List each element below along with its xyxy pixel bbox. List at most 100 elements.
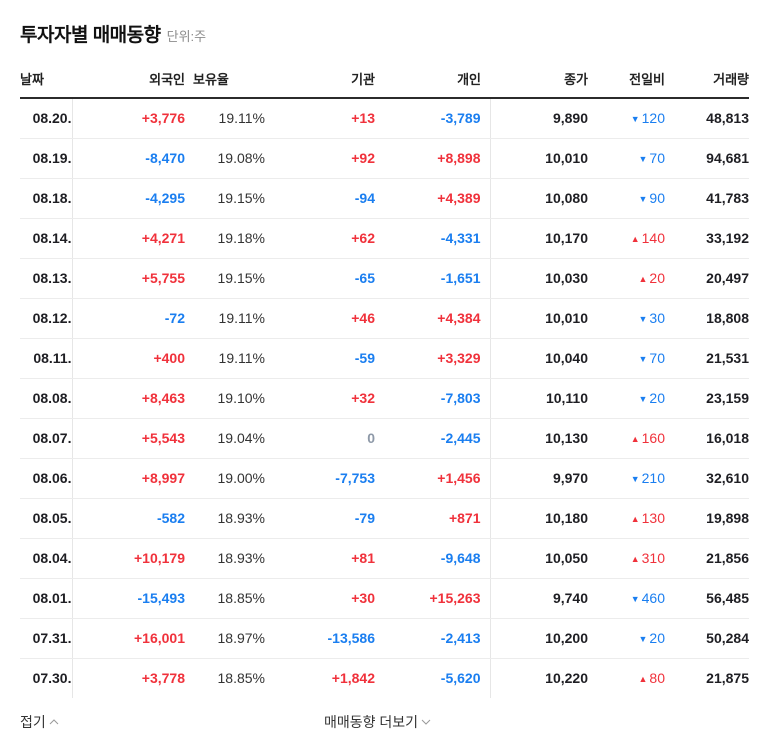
change-value: 310 (641, 550, 665, 566)
cell-volume: 50,284 (665, 618, 749, 659)
cell-volume: 20,497 (665, 258, 749, 299)
cell-close: 10,040 (490, 338, 588, 379)
cell-institution: -59 (265, 338, 375, 379)
chevron-up-icon (49, 719, 59, 725)
cell-volume: 33,192 (665, 218, 749, 259)
cell-change: ▼ 90 (588, 178, 665, 219)
cell-individual: +15,263 (375, 578, 491, 619)
cell-holding: 19.04% (185, 418, 265, 459)
triangle-up-icon: ▲ (630, 234, 640, 244)
table-row: 07.30. +3,778 18.85% +1,842 -5,620 10,220 ▲ 80 2… (20, 658, 749, 698)
change-value: 70 (649, 350, 665, 366)
cell-individual: -9,648 (375, 538, 491, 579)
column-header-close: 종가 (490, 60, 588, 99)
section-header: 투자자별 매매동향 단위:주 (20, 20, 206, 47)
triangle-up-icon: ▲ (638, 674, 648, 685)
table-row: 08.05. -582 18.93% -79 +871 10,180 ▲ 130 19,898 (20, 498, 749, 539)
triangle-up-icon: ▲ (638, 274, 648, 284)
cell-volume: 19,898 (665, 498, 749, 539)
cell-holding: 19.11% (185, 98, 265, 139)
cell-volume: 23,159 (665, 378, 749, 419)
cell-holding: 18.93% (185, 538, 265, 579)
cell-institution: +32 (265, 378, 375, 419)
cell-date: 08.11. (20, 338, 73, 379)
cell-foreign: -72 (72, 298, 185, 339)
cell-volume: 41,783 (665, 178, 749, 219)
change-value: 460 (641, 590, 665, 606)
cell-individual: -7,803 (375, 378, 491, 419)
cell-holding: 19.11% (185, 298, 265, 339)
cell-close: 10,050 (490, 538, 588, 579)
cell-close: 10,170 (490, 218, 588, 259)
cell-holding: 18.85% (217, 670, 265, 687)
triangle-down-icon: ▼ (630, 594, 640, 604)
cell-date: 08.18. (20, 178, 73, 219)
cell-institution: +13 (265, 98, 375, 139)
cell-foreign: +4,271 (72, 218, 185, 259)
triangle-up-icon: ▲ (630, 434, 640, 444)
cell-volume: 21,531 (665, 338, 749, 379)
cell-close: 10,010 (490, 298, 588, 339)
change-value: 70 (649, 150, 665, 166)
cell-close: 10,110 (490, 378, 588, 419)
triangle-down-icon: ▼ (638, 314, 648, 324)
column-header-holding: 보유율 (185, 60, 265, 99)
cell-change: ▲ 310 (588, 538, 665, 579)
cell-foreign: +8,463 (72, 378, 185, 419)
table-row: 08.06. +8,997 19.00% -7,753 +1,456 9,970 ▼ 210 3… (20, 458, 749, 499)
cell-foreign: +3,778 (141, 670, 185, 687)
cell-change: ▲ 140 (588, 218, 665, 259)
change-value: 80 (649, 670, 665, 687)
cell-holding: 19.00% (185, 458, 265, 499)
cell-institution: -13,586 (265, 618, 375, 659)
table-body: 08.20. +3,776 19.11% +13 -3,789 9,890 ▼ 120 48,8… (20, 98, 749, 698)
cell-holding: 18.85% (185, 578, 265, 619)
cell-individual: +1,456 (375, 458, 491, 499)
change-value: 20 (649, 630, 665, 646)
cell-holding: 19.08% (185, 138, 265, 179)
cell-date: 07.31. (20, 618, 73, 659)
cell-date: 07.30. (20, 658, 73, 698)
cell-volume: 56,485 (665, 578, 749, 619)
triangle-down-icon: ▼ (630, 474, 640, 484)
table-row: 08.14. +4,271 19.18% +62 -4,331 10,170 ▲ 140 33,… (20, 218, 749, 259)
cell-foreign: +10,179 (72, 538, 185, 579)
change-value: 20 (649, 390, 665, 406)
triangle-down-icon: ▼ (638, 354, 648, 364)
cell-holding: 19.15% (185, 258, 265, 299)
cell-date: 08.08. (20, 378, 73, 419)
cell-change: ▼ 20 (588, 618, 665, 659)
table-row: 08.19. -8,470 19.08% +92 +8,898 10,010 ▼ 70 94,6… (20, 138, 749, 179)
cell-foreign: +400 (72, 338, 185, 379)
cell-date: 08.12. (20, 298, 73, 339)
column-header-foreign: 외국인 (72, 60, 185, 99)
cell-institution: 0 (265, 418, 375, 459)
cell-foreign: +5,543 (72, 418, 185, 459)
cell-close: 10,200 (490, 618, 588, 659)
cell-volume: 16,018 (665, 418, 749, 459)
cell-foreign: +5,755 (72, 258, 185, 299)
cell-volume: 94,681 (665, 138, 749, 179)
fold-button[interactable]: 접기 (20, 712, 59, 732)
table-row: 08.11. +400 19.11% -59 +3,329 10,040 ▼ 70 21,531 (20, 338, 749, 379)
table-header-row: 날짜 외국인 보유율 기관 개인 종가 전일비 거래량 (20, 60, 749, 99)
cell-date: 08.14. (20, 218, 73, 259)
cell-individual: -3,789 (375, 98, 491, 139)
more-trading-label: 매매동향 더보기 (324, 714, 419, 730)
cell-volume: 21,856 (665, 538, 749, 579)
cell-holding: 19.15% (185, 178, 265, 219)
cell-institution: -94 (265, 178, 375, 219)
cell-foreign: +3,776 (72, 98, 185, 139)
change-value: 140 (641, 230, 665, 246)
more-trading-button[interactable]: 매매동향 더보기 (324, 712, 431, 732)
change-value: 90 (649, 190, 665, 206)
cell-institution: +92 (265, 138, 375, 179)
cell-date: 08.01. (20, 578, 73, 619)
cell-individual: -2,445 (375, 418, 491, 459)
table-row: 08.04. +10,179 18.93% +81 -9,648 10,050 ▲ 310 21… (20, 538, 749, 579)
cell-change: ▼ 120 (588, 98, 665, 139)
table-row: 08.13. +5,755 19.15% -65 -1,651 10,030 ▲ 20 20,4… (20, 258, 749, 299)
cell-institution: +81 (265, 538, 375, 579)
cell-individual: +4,389 (375, 178, 491, 219)
table-row: 08.12. -72 19.11% +46 +4,384 10,010 ▼ 30 18,808 (20, 298, 749, 339)
